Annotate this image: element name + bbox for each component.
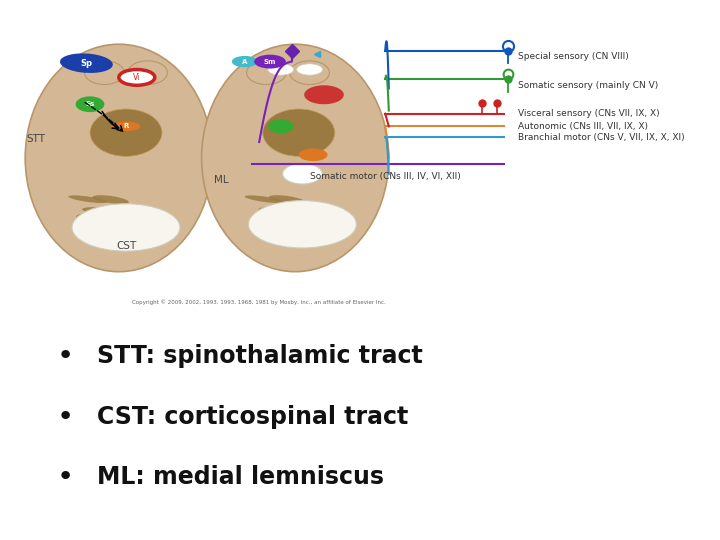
Ellipse shape (299, 148, 328, 161)
Ellipse shape (85, 61, 125, 84)
Text: ML: ML (214, 175, 229, 185)
Text: Branchial motor (CNs V, VII, IX, X, XI): Branchial motor (CNs V, VII, IX, X, XI) (518, 133, 685, 142)
Text: •: • (56, 403, 73, 431)
Circle shape (119, 70, 155, 85)
Text: CST: corticospinal tract: CST: corticospinal tract (97, 405, 408, 429)
Ellipse shape (263, 109, 335, 157)
Circle shape (297, 64, 323, 75)
Ellipse shape (289, 211, 316, 217)
Ellipse shape (112, 211, 140, 217)
Text: •: • (56, 463, 73, 491)
Text: Somatic motor (CNs III, IV, VI, XII): Somatic motor (CNs III, IV, VI, XII) (310, 172, 460, 181)
Circle shape (232, 56, 258, 68)
Text: STT: STT (27, 134, 45, 144)
Text: Copyright © 2009, 2002, 1993, 1993, 1968, 1981 by Mosby, Inc., an affiliate of E: Copyright © 2009, 2002, 1993, 1993, 1968… (132, 299, 386, 305)
Circle shape (248, 200, 356, 248)
Text: Special sensory (CN VIII): Special sensory (CN VIII) (518, 52, 629, 62)
Text: A: A (242, 59, 248, 65)
Ellipse shape (25, 44, 212, 272)
Ellipse shape (299, 208, 328, 217)
Ellipse shape (289, 61, 330, 84)
Ellipse shape (253, 211, 294, 219)
Ellipse shape (90, 109, 162, 157)
Ellipse shape (246, 61, 287, 84)
Ellipse shape (269, 195, 305, 204)
Ellipse shape (60, 53, 113, 73)
Text: R: R (123, 123, 129, 130)
Ellipse shape (92, 195, 129, 204)
Ellipse shape (282, 164, 323, 184)
Text: •: • (56, 342, 73, 370)
Circle shape (254, 55, 286, 69)
Ellipse shape (258, 207, 291, 214)
Text: Sm: Sm (264, 59, 276, 65)
Text: STT: spinothalamic tract: STT: spinothalamic tract (97, 344, 423, 368)
Ellipse shape (268, 119, 294, 133)
Circle shape (72, 204, 180, 251)
Ellipse shape (76, 211, 117, 219)
Ellipse shape (68, 195, 107, 203)
Ellipse shape (112, 122, 140, 131)
Text: Sp: Sp (81, 59, 92, 68)
Ellipse shape (304, 85, 344, 104)
Circle shape (268, 64, 294, 75)
Ellipse shape (82, 207, 114, 214)
Ellipse shape (76, 96, 104, 112)
Text: Visceral sensory (CNs VII, IX, X): Visceral sensory (CNs VII, IX, X) (518, 109, 660, 118)
Text: Ss: Ss (86, 101, 94, 107)
Ellipse shape (202, 44, 389, 272)
Text: Somatic sensory (mainly CN V): Somatic sensory (mainly CN V) (518, 81, 659, 90)
Ellipse shape (216, 82, 374, 221)
Ellipse shape (245, 195, 284, 203)
Ellipse shape (122, 208, 152, 217)
Ellipse shape (128, 61, 168, 84)
Ellipse shape (54, 85, 198, 218)
Text: CST: CST (116, 241, 136, 252)
Text: Vi: Vi (133, 73, 140, 82)
Text: Autonomic (CNs III, VII, IX, X): Autonomic (CNs III, VII, IX, X) (518, 122, 649, 131)
Text: ML: medial lemniscus: ML: medial lemniscus (97, 465, 384, 489)
